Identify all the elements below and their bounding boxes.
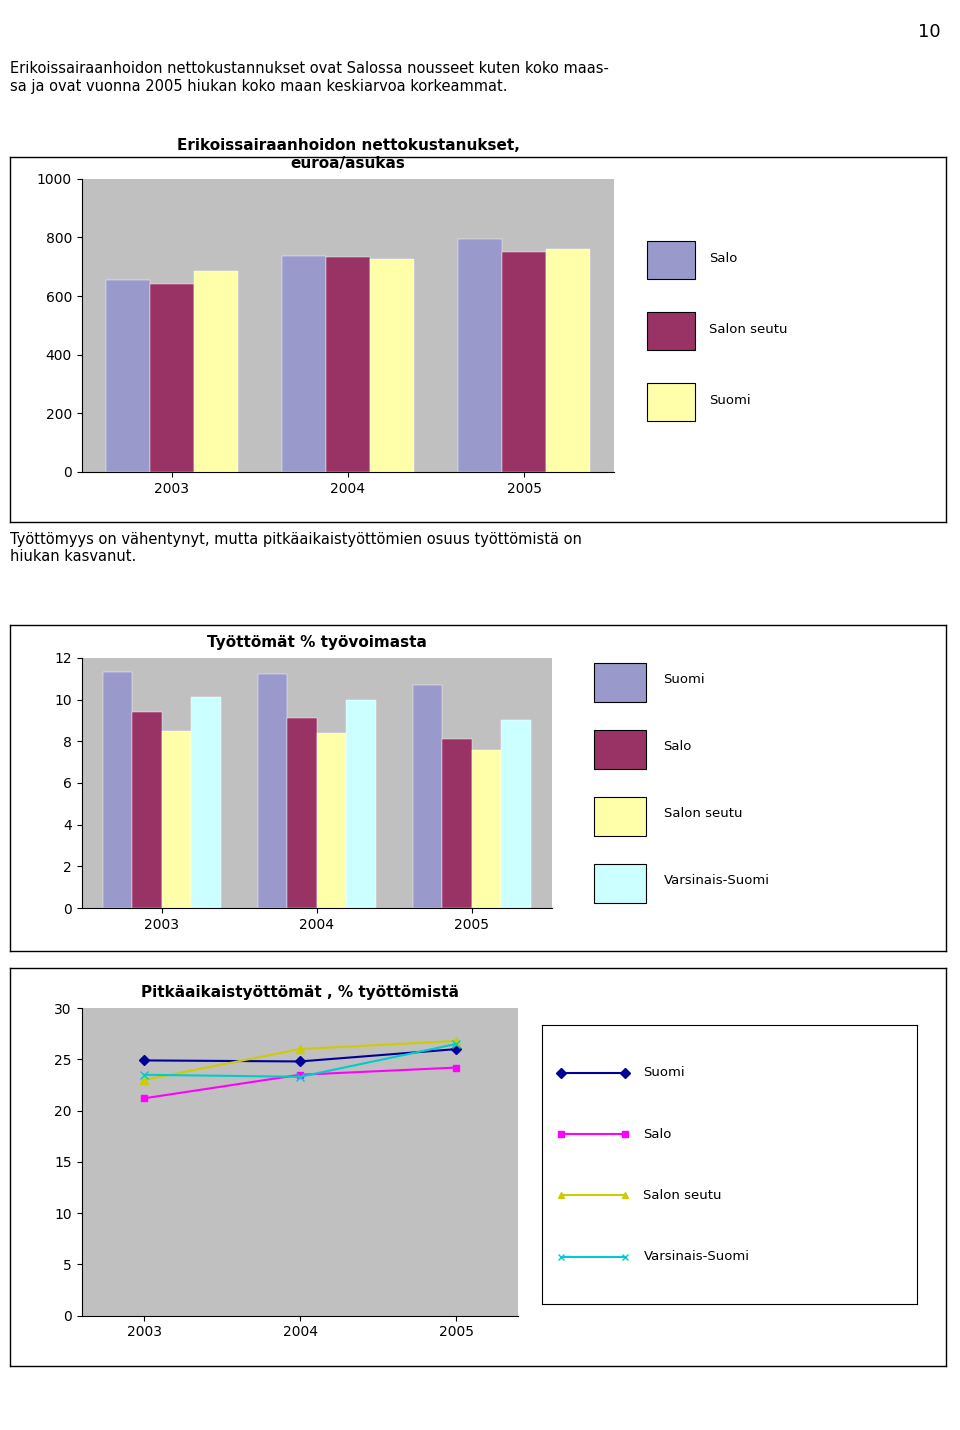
Text: Salo: Salo	[663, 741, 692, 754]
Bar	[347, 699, 375, 908]
Text: Suomi: Suomi	[663, 674, 706, 686]
Text: Työttömyys on vähentynyt, mutta pitkäaikaistyöttömien osuus työttömistä on
hiuka: Työttömyys on vähentynyt, mutta pitkäaik…	[10, 532, 582, 565]
Bar	[191, 698, 221, 908]
Text: Erikoissairaanhoidon nettokustannukset ovat Salossa nousseet kuten koko maas-
sa: Erikoissairaanhoidon nettokustannukset o…	[10, 61, 609, 94]
Text: Suomi: Suomi	[643, 1067, 685, 1080]
Bar	[258, 675, 287, 908]
Bar	[443, 739, 471, 908]
Title: Erikoissairaanhoidon nettokustanukset,
euroa/asukas: Erikoissairaanhoidon nettokustanukset, e…	[177, 139, 519, 170]
Bar	[647, 312, 695, 350]
Bar	[194, 272, 238, 472]
Bar	[106, 280, 150, 472]
Bar	[132, 712, 162, 908]
Text: Salon seutu: Salon seutu	[643, 1188, 722, 1201]
Bar	[287, 718, 317, 908]
Bar	[370, 259, 414, 472]
Bar	[546, 249, 590, 472]
Bar	[458, 239, 502, 472]
Bar	[647, 383, 695, 420]
Bar	[593, 729, 646, 769]
Bar	[501, 721, 531, 908]
Bar	[593, 797, 646, 837]
Text: Salo: Salo	[643, 1128, 672, 1141]
Bar	[413, 685, 443, 908]
Bar	[103, 672, 132, 908]
Bar	[593, 864, 646, 902]
Text: Suomi: Suomi	[708, 395, 751, 408]
Title: Työttömät % työvoimasta: Työttömät % työvoimasta	[206, 635, 427, 649]
Text: Salon seutu: Salon seutu	[708, 323, 787, 336]
Bar	[593, 664, 646, 702]
Bar	[502, 252, 546, 472]
Bar	[317, 732, 347, 908]
Text: Salo: Salo	[708, 252, 737, 266]
Bar	[150, 285, 194, 472]
Text: Varsinais-Suomi: Varsinais-Suomi	[643, 1250, 750, 1263]
Text: Salon seutu: Salon seutu	[663, 807, 742, 819]
Bar	[471, 749, 501, 908]
Bar	[647, 242, 695, 279]
Bar	[326, 257, 370, 472]
Text: 10: 10	[918, 23, 941, 41]
Title: Pitkäaikaistyöttömät , % työttömistä: Pitkäaikaistyöttömät , % työttömistä	[141, 985, 459, 1000]
Bar	[162, 731, 191, 908]
Bar	[282, 256, 326, 472]
Text: Varsinais-Suomi: Varsinais-Suomi	[663, 874, 770, 887]
